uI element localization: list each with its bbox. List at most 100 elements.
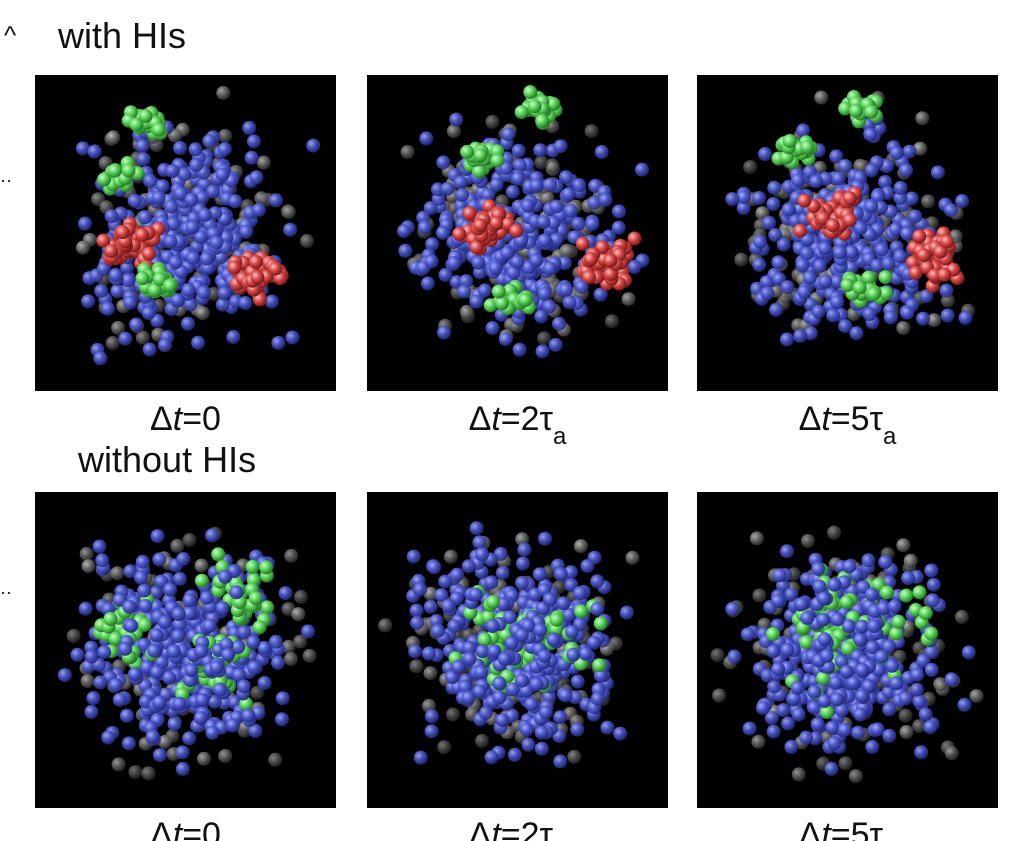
blue-particle bbox=[767, 679, 782, 694]
snapshot-label: Δt=2τa bbox=[469, 816, 567, 841]
blue-particle bbox=[421, 646, 436, 661]
blue-particle bbox=[885, 658, 900, 673]
blue-particle bbox=[864, 587, 879, 602]
blue-particle bbox=[534, 309, 549, 324]
particles bbox=[725, 90, 975, 347]
label-part: t bbox=[491, 816, 502, 841]
blue-particle bbox=[423, 599, 438, 614]
green-particle bbox=[147, 283, 162, 297]
grey-particle bbox=[409, 659, 424, 674]
blue-particle bbox=[246, 134, 261, 149]
blue-particle bbox=[195, 190, 210, 205]
blue-particle bbox=[225, 718, 240, 733]
blue-particle bbox=[816, 612, 831, 627]
grey-particle bbox=[848, 769, 863, 784]
blue-particle bbox=[472, 535, 487, 550]
snapshot bbox=[367, 75, 668, 391]
blue-particle bbox=[512, 342, 527, 357]
grey-particle bbox=[545, 158, 560, 173]
blue-particle bbox=[505, 184, 520, 199]
blue-particle bbox=[427, 560, 442, 575]
blue-particle bbox=[578, 646, 593, 661]
blue-particle bbox=[142, 342, 157, 357]
blue-particle bbox=[202, 618, 217, 633]
grey-particle bbox=[197, 751, 211, 766]
blue-particle bbox=[417, 220, 432, 235]
grey-particle bbox=[291, 607, 306, 622]
green-particle bbox=[889, 626, 904, 641]
blue-particle bbox=[84, 704, 99, 719]
blue-particle bbox=[864, 163, 879, 178]
grey-particle bbox=[283, 651, 298, 666]
green-particle bbox=[103, 612, 118, 626]
blue-particle bbox=[182, 731, 197, 746]
green-particle bbox=[535, 113, 550, 128]
green-particle bbox=[151, 122, 166, 137]
blue-particle bbox=[832, 245, 847, 260]
red-particle bbox=[135, 227, 150, 242]
grey-particle bbox=[194, 558, 209, 573]
green-particle bbox=[138, 109, 153, 123]
blue-particle bbox=[450, 567, 465, 582]
green-particle bbox=[514, 105, 529, 120]
blue-particle bbox=[413, 750, 428, 765]
label-part: t bbox=[491, 400, 502, 438]
grey-particle bbox=[540, 191, 555, 206]
blue-particle bbox=[533, 622, 548, 637]
blue-particle bbox=[916, 653, 931, 668]
red-particle bbox=[250, 270, 265, 285]
blue-particle bbox=[424, 709, 439, 724]
blue-particle bbox=[553, 567, 568, 581]
blue-particle bbox=[87, 144, 102, 159]
blue-particle bbox=[157, 338, 172, 353]
blue-particle bbox=[878, 175, 893, 189]
green-particle bbox=[852, 280, 867, 295]
blue-particle bbox=[150, 665, 164, 680]
grey-particle bbox=[157, 734, 172, 749]
blue-particle bbox=[521, 737, 536, 752]
grey-particle bbox=[608, 636, 623, 651]
grey-particle bbox=[537, 331, 552, 346]
blue-particle bbox=[268, 634, 283, 649]
green-particle bbox=[137, 617, 152, 632]
blue-particle bbox=[593, 287, 608, 302]
blue-particle bbox=[904, 191, 919, 206]
blue-particle bbox=[865, 640, 880, 655]
blue-particle bbox=[177, 167, 192, 182]
label-part: a bbox=[553, 839, 567, 841]
blue-particle bbox=[855, 619, 869, 634]
blue-particle bbox=[558, 688, 573, 703]
snapshot bbox=[697, 492, 998, 808]
blue-particle bbox=[471, 255, 486, 270]
blue-particle bbox=[768, 227, 783, 242]
blue-particle bbox=[574, 279, 589, 294]
blue-particle bbox=[492, 676, 507, 691]
grey-particle bbox=[111, 320, 126, 335]
blue-particle bbox=[484, 750, 499, 765]
grey-particle bbox=[443, 549, 458, 564]
blue-particle bbox=[406, 549, 421, 564]
blue-particle bbox=[923, 720, 938, 735]
blue-particle bbox=[184, 192, 199, 207]
blue-particle bbox=[461, 559, 476, 574]
snapshot-label: Δt=5τa bbox=[799, 400, 897, 450]
grey-particle bbox=[515, 532, 530, 547]
blue-particle bbox=[772, 568, 787, 583]
edge-mark: ·· bbox=[0, 170, 12, 190]
grey-particle bbox=[933, 677, 948, 692]
blue-particle bbox=[924, 662, 939, 677]
blue-particle bbox=[172, 696, 187, 711]
blue-particle bbox=[185, 220, 200, 235]
blue-particle bbox=[207, 694, 222, 709]
blue-particle bbox=[771, 255, 786, 270]
blue-particle bbox=[883, 310, 898, 325]
blue-particle bbox=[863, 127, 878, 142]
blue-particle bbox=[571, 216, 586, 231]
particles bbox=[75, 85, 321, 366]
blue-particle bbox=[553, 710, 568, 725]
blue-particle bbox=[229, 585, 244, 600]
blue-particle bbox=[217, 286, 232, 301]
blue-particle bbox=[397, 224, 411, 239]
blue-particle bbox=[532, 567, 547, 582]
blue-particle bbox=[70, 647, 85, 662]
